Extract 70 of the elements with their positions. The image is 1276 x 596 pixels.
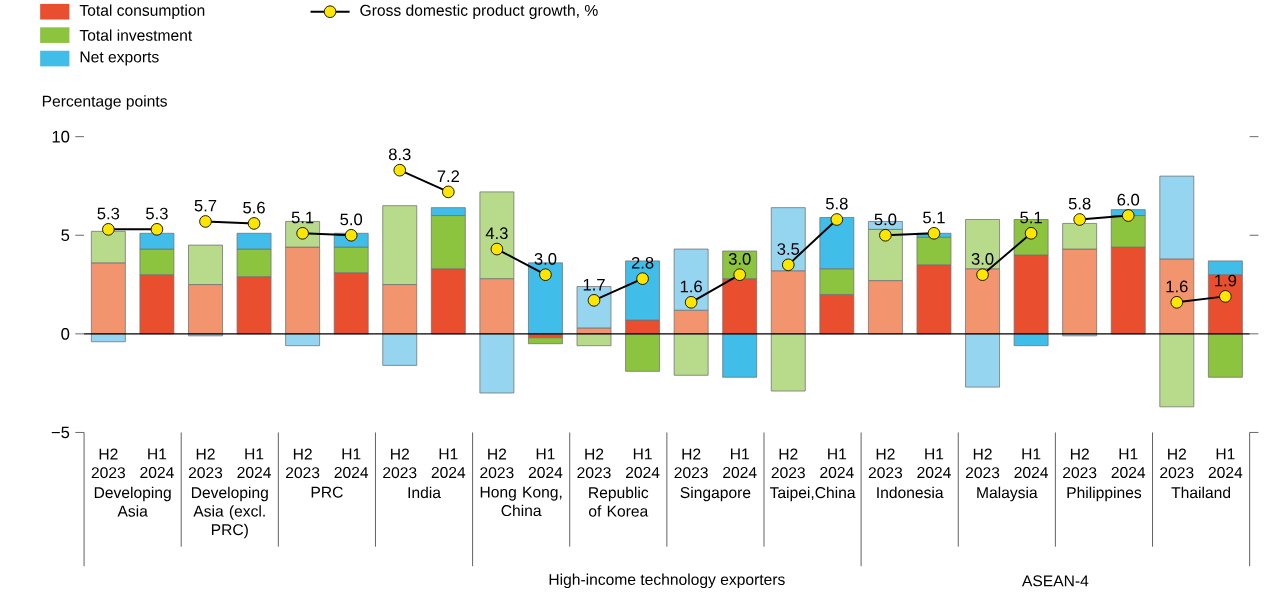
- data-label: 5.8: [825, 197, 848, 210]
- data-label: 1.6: [680, 280, 702, 293]
- x-tick-label: H1 2024: [140, 448, 174, 478]
- y-axis-title: Percentage points: [42, 95, 167, 110]
- text: High-income technology exporters: [549, 573, 785, 588]
- data-label: 7.2: [437, 170, 460, 182]
- data-label: 4.3: [485, 227, 508, 239]
- data-label: 8.3: [388, 148, 411, 161]
- data-label: 5.1: [923, 211, 945, 224]
- data-label: 5.3: [146, 207, 168, 220]
- x-tick-label: H1 2024: [1014, 448, 1048, 478]
- text: PRC: [311, 486, 343, 498]
- text: Developing Asia: [94, 486, 171, 517]
- x-tick-label: H1 2024: [723, 448, 757, 478]
- text: Taipei,China: [769, 486, 856, 502]
- y-tick-label: −5: [51, 426, 70, 439]
- text: Malaysia: [977, 486, 1038, 502]
- y-tick-label: 10: [52, 130, 70, 143]
- text: India: [408, 486, 441, 498]
- data-label: 3.0: [534, 252, 557, 265]
- x-tick-label: H2 2023: [383, 448, 417, 478]
- x-tick-label: H1 2024: [237, 448, 271, 478]
- x-tick-label: H1 2024: [625, 448, 660, 478]
- data-label: 3.0: [971, 252, 994, 265]
- legend-label: Total investment: [79, 29, 193, 41]
- data-label: 5.6: [243, 201, 265, 214]
- data-label: 3.0: [728, 252, 751, 265]
- data-label: 2.8: [631, 256, 654, 269]
- x-tick-label: H1 2024: [1111, 448, 1146, 478]
- x-tick-label: H2 2023: [286, 448, 320, 478]
- legend-label: Gross domestic product growth, %: [360, 4, 598, 19]
- x-tick-label: H2 2023: [1063, 448, 1097, 478]
- x-tick-label: H2 2023: [480, 448, 514, 478]
- x-tick-label: H1 2024: [528, 448, 563, 478]
- data-label: 5.8: [1068, 197, 1091, 210]
- text: Singapore: [680, 486, 751, 502]
- data-label: 5.0: [874, 213, 897, 226]
- x-tick-label: H2 2023: [188, 448, 223, 478]
- x-tick-label: H1 2024: [917, 448, 951, 478]
- x-tick-label: H2 2023: [868, 448, 903, 478]
- text: Hong Kong, China: [480, 486, 562, 516]
- x-tick-label: H2 2023: [1160, 448, 1194, 478]
- legend-label: Net exports: [80, 51, 159, 66]
- y-tick-label: 5: [61, 229, 70, 241]
- legend-label: Total consumption: [79, 4, 205, 19]
- x-tick-label: H2 2023: [91, 448, 126, 478]
- text: Thailand: [1171, 486, 1231, 498]
- data-label: 5.7: [194, 199, 217, 212]
- x-tick-label: H1 2024: [431, 448, 466, 478]
- x-tick-label: H1 2024: [1208, 448, 1243, 478]
- text: ASEAN-4: [1022, 575, 1089, 587]
- x-tick-label: H1 2024: [820, 448, 854, 478]
- x-tick-label: H1 2024: [334, 448, 369, 478]
- text: Philippines: [1067, 486, 1142, 502]
- data-label: 5.1: [291, 211, 314, 224]
- data-label: 1.7: [583, 278, 605, 291]
- x-tick-label: H2 2023: [771, 448, 805, 478]
- text: Developing Asia (excl. PRC): [191, 486, 268, 539]
- data-label: 5.0: [340, 213, 363, 226]
- x-tick-label: H2 2023: [965, 448, 1000, 478]
- text: Republic of Korea: [589, 486, 649, 517]
- data-label: 1.9: [1215, 274, 1237, 287]
- data-label: 5.3: [97, 207, 120, 220]
- y-tick-label: 0: [61, 327, 70, 340]
- x-tick-label: H2 2023: [674, 448, 708, 478]
- data-label: 3.5: [777, 242, 800, 255]
- text: Indonesia: [877, 486, 944, 498]
- data-label: 1.6: [1166, 280, 1188, 293]
- data-label: 6.0: [1117, 193, 1140, 206]
- x-tick-label: H2 2023: [577, 448, 611, 478]
